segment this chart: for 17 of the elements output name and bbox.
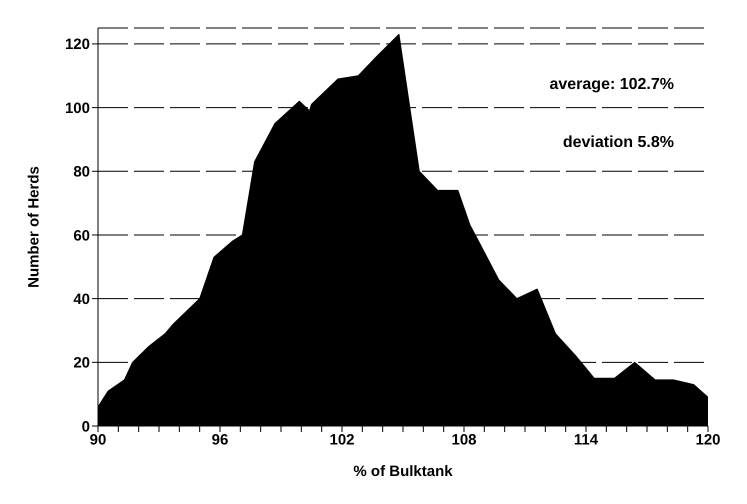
x-axis-title: % of Bulktank (353, 463, 454, 480)
annotation: average: 102.7% (545, 76, 678, 94)
x-tick-label: 102 (329, 432, 355, 449)
y-tick-label: 80 (73, 164, 90, 181)
y-tick-label: 100 (64, 100, 90, 117)
y-tick-label: 40 (73, 290, 90, 308)
y-tick-label: 120 (64, 36, 90, 54)
x-tick-label: 90 (90, 432, 106, 449)
annotation: deviation 5.8% (558, 134, 678, 152)
x-tick-label: 96 (212, 432, 228, 449)
y-tick-label: 60 (73, 227, 90, 244)
x-tick-label: 114 (574, 432, 599, 449)
x-tick-label: 108 (451, 432, 477, 449)
x-tick-label: 120 (695, 432, 721, 449)
y-tick-label: 0 (82, 418, 90, 436)
y-tick-label: 20 (73, 354, 90, 372)
y-axis-title: Number of Herds (25, 166, 42, 288)
